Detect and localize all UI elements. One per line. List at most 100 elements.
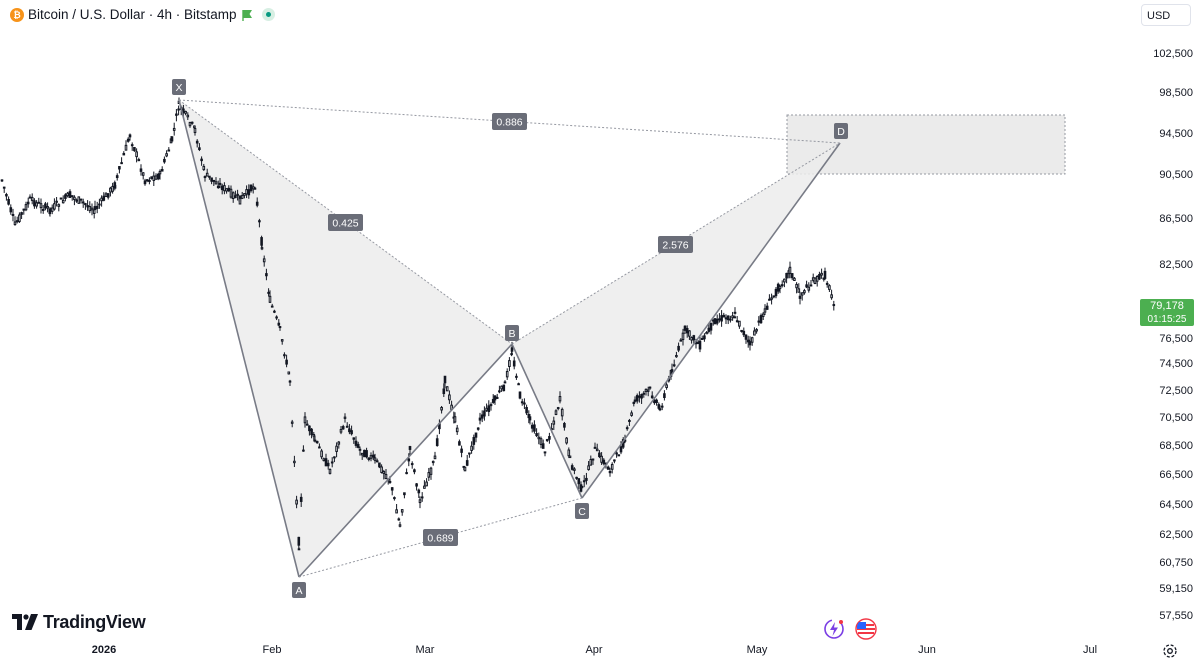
prz-box[interactable]: [786, 114, 1066, 175]
candle-body: [448, 394, 451, 401]
candle-body: [832, 304, 836, 307]
candle-body: [748, 341, 752, 346]
candle-body: [305, 423, 309, 426]
candle-body: [813, 277, 817, 285]
candle-body: [505, 370, 509, 378]
candle-body: [705, 331, 708, 335]
point-label-b: B: [505, 325, 519, 341]
candle-body: [278, 326, 282, 329]
candle-body: [491, 398, 495, 403]
candle-body: [115, 175, 119, 179]
candle-body: [165, 153, 168, 157]
time-label-year: 2026: [91, 644, 117, 656]
point-c-text: C: [578, 506, 586, 518]
candle-body: [809, 284, 813, 287]
flag-icon[interactable]: [241, 9, 253, 21]
candle-body: [729, 318, 732, 321]
candle-body: [28, 196, 32, 199]
candle-body: [757, 320, 761, 323]
candle-body: [265, 273, 268, 277]
candle-body: [433, 455, 437, 460]
price-axis[interactable]: 102,500 98,500 94,500 90,500 86,500 82,5…: [1140, 0, 1199, 640]
candle-body: [333, 456, 336, 459]
market-status-icon[interactable]: [262, 8, 275, 21]
candle-body: [186, 114, 190, 118]
candle-body: [360, 452, 364, 456]
candle-body: [589, 459, 593, 466]
candle-body: [783, 278, 786, 283]
us-flag-icon[interactable]: [855, 618, 877, 640]
candle-body: [234, 195, 237, 199]
candle-body: [398, 524, 402, 527]
candle-body: [615, 452, 618, 455]
candle-body: [310, 428, 313, 436]
candle-body: [86, 205, 89, 208]
candle-body: [227, 187, 231, 192]
lightning-icon[interactable]: [823, 618, 845, 640]
candle-body: [600, 455, 603, 463]
candle-body: [302, 449, 305, 452]
candle-body: [608, 470, 612, 474]
candle-body: [815, 275, 819, 282]
pattern-fill-bcd: [512, 143, 840, 498]
candle-body: [135, 151, 138, 158]
candle-body: [660, 405, 664, 408]
settings-icon[interactable]: [1161, 642, 1179, 660]
candlestick-series: [0, 97, 836, 551]
candle-body: [818, 274, 821, 280]
candle-body: [322, 458, 326, 462]
candle-body: [160, 168, 164, 172]
candle-body: [297, 536, 301, 546]
candle-body: [731, 315, 734, 319]
candle-body: [365, 450, 368, 458]
candle-body: [472, 437, 476, 445]
candle-body: [5, 194, 8, 197]
candle-body: [288, 380, 292, 383]
ratio-label-xb: 0.425: [328, 214, 363, 231]
candle-body: [653, 399, 656, 404]
candle-body: [205, 172, 209, 177]
candle-body: [790, 273, 794, 279]
currency-selector[interactable]: USD: [1141, 4, 1191, 26]
candle-body: [759, 315, 763, 324]
candle-body: [388, 480, 392, 483]
price-tick: 66,500: [1159, 469, 1193, 481]
candle-body: [220, 185, 224, 191]
candle-body: [638, 395, 641, 398]
candle-body: [517, 383, 520, 386]
candle-body: [726, 315, 730, 321]
candle-body: [167, 149, 171, 152]
candle-body: [633, 399, 637, 402]
candle-body: [658, 408, 662, 411]
candle-body: [761, 313, 765, 317]
candle-body: [443, 375, 447, 384]
candle-body: [203, 176, 207, 179]
price-tick: 60,750: [1159, 557, 1193, 569]
ratio-label-xd: 0.886: [492, 113, 527, 130]
price-tick: 64,500: [1159, 499, 1193, 511]
candle-body: [128, 134, 132, 138]
candle-body: [410, 463, 414, 466]
candle-body: [337, 441, 341, 445]
candle-body: [552, 420, 556, 425]
candle-body: [188, 121, 192, 127]
candle-body: [100, 197, 103, 202]
candle-body: [182, 108, 185, 114]
candle-body: [145, 179, 149, 182]
candle-body: [243, 193, 246, 196]
candle-body: [106, 193, 110, 198]
symbol-title[interactable]: Bitcoin / U.S. Dollar · 4h · Bitstamp: [28, 7, 237, 22]
candle-body: [22, 208, 26, 211]
candle-body: [541, 443, 545, 449]
candle-body: [93, 206, 97, 211]
candle-body: [537, 436, 541, 440]
candle-body: [683, 325, 687, 331]
candle-body: [15, 220, 19, 223]
candle-body: [318, 446, 321, 449]
candle-body: [202, 165, 206, 171]
candle-body: [523, 402, 526, 405]
time-axis[interactable]: 2026 Feb Mar Apr May Jun Jul: [0, 640, 1140, 663]
price-tick: 102,500: [1153, 48, 1193, 60]
price-chart[interactable]: X A B C D 0.425 0.689 2.576 0.886: [0, 0, 1140, 640]
candle-body: [267, 291, 270, 294]
